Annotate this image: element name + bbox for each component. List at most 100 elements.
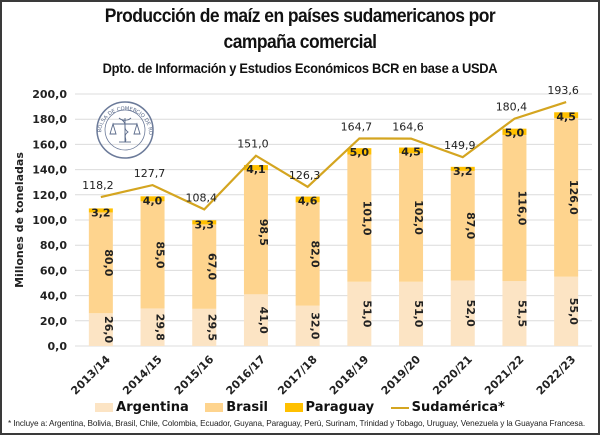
bar-value-label: 98,5	[257, 219, 270, 246]
bar-paraguay	[502, 128, 527, 135]
bar-argentina	[295, 305, 320, 346]
y-tick-label: 60,0	[40, 264, 67, 277]
bar-value-label: 5,0	[505, 127, 525, 140]
x-tick-label: 2015/16	[172, 353, 217, 398]
legend-swatch-sudamerica	[390, 406, 409, 409]
bar-brasil	[140, 201, 165, 309]
y-tick-label: 140,0	[32, 164, 67, 177]
line-value-label: 151,0	[237, 138, 269, 151]
x-tick-label: 2013/14	[68, 353, 113, 398]
bar-paraguay	[140, 196, 165, 202]
bar-argentina	[554, 276, 579, 346]
bar-value-label: 3,2	[453, 165, 473, 178]
bar-value-label: 32,0	[309, 312, 322, 339]
line-value-label: 149,9	[444, 139, 476, 152]
bar-value-label: 82,0	[309, 240, 322, 267]
y-tick-label: 20,0	[40, 315, 67, 328]
bar-value-label: 51,0	[360, 300, 373, 327]
line-value-label: 164,7	[341, 120, 373, 133]
bar-value-label: 51,0	[412, 300, 425, 327]
bar-value-label: 4,6	[298, 195, 318, 208]
bar-paraguay	[88, 208, 113, 213]
x-axis-ticks: 2013/14 2014/15 2015/16 2016/17 2017/18 2018/…	[68, 353, 578, 398]
bar-argentina	[88, 313, 113, 346]
footnote: * Incluye a: Argentina, Bolivia, Brasil,…	[8, 419, 586, 428]
bar-value-label: 101,0	[360, 201, 373, 236]
legend-item-paraguay: Paraguay	[284, 400, 374, 415]
y-axis-label: Millones de toneladas	[13, 152, 26, 288]
legend-swatch-argentina	[95, 403, 114, 412]
bar-value-label: 67,0	[205, 253, 218, 280]
bar-value-label: 4,0	[143, 194, 163, 207]
bar-argentina	[243, 294, 268, 346]
legend-item-argentina: Argentina	[95, 400, 189, 415]
bar-paraguay	[554, 112, 579, 118]
bar-paraguay	[243, 165, 268, 171]
bar-series	[88, 112, 579, 346]
y-tick-label: 100,0	[32, 214, 67, 227]
bar-brasil	[399, 153, 424, 282]
bar-argentina	[347, 281, 372, 346]
bar-brasil	[347, 154, 372, 282]
bar-brasil	[192, 224, 217, 309]
legend-label-brasil: Brasil	[226, 400, 269, 415]
chart-title-line-1: Producción de maíz en países sudamerican…	[104, 6, 496, 27]
legend-item-brasil: Brasil	[205, 400, 268, 415]
scales-caduceus-icon	[109, 117, 141, 143]
x-tick-label: 2016/17	[224, 353, 269, 398]
bar-brasil	[450, 170, 475, 281]
bar-value-label: 4,5	[556, 110, 576, 123]
x-tick-label: 2019/20	[379, 353, 424, 398]
line-value-label: 164,6	[392, 121, 424, 134]
y-tick-label: 160,0	[32, 138, 67, 151]
legend-label-argentina: Argentina	[116, 400, 189, 415]
line-series: 118,2 127,7 108,4 151,0 126,3 164,7 164,6 149,9…	[82, 84, 579, 211]
bar-value-label: 87,0	[464, 212, 477, 239]
bar-brasil	[554, 117, 579, 277]
y-tick-label: 200,0	[32, 88, 67, 101]
bar-paraguay	[347, 148, 372, 155]
legend-label-sudamerica: Sudamérica*	[411, 400, 505, 415]
x-tick-label: 2021/22	[482, 353, 527, 398]
bar-value-label: 102,0	[412, 200, 425, 235]
bar-value-label: 3,2	[91, 206, 111, 219]
legend-swatch-paraguay	[284, 403, 303, 412]
bar-value-label: 41,0	[257, 307, 270, 334]
logo-outer-ring	[96, 101, 154, 159]
bar-paraguay	[450, 166, 475, 171]
bar-value-label: 29,8	[154, 314, 167, 341]
line-value-label: 126,3	[289, 169, 321, 182]
line-value-label: 127,7	[134, 167, 166, 180]
line-sudamerica	[100, 101, 567, 211]
y-tick-label: 40,0	[40, 290, 67, 303]
chart-title-line-2: campaña comercial	[223, 32, 377, 53]
bar-argentina	[140, 308, 165, 346]
x-tick-label: 2018/19	[327, 353, 372, 398]
x-tick-label: 2020/21	[430, 353, 475, 398]
bar-value-label: 80,0	[102, 249, 115, 276]
legend-swatch-brasil	[205, 403, 224, 412]
chart-subtitle: Dpto. de Información y Estudios Económic…	[102, 60, 498, 76]
y-tick-label: 80,0	[40, 239, 67, 252]
bar-value-label: 4,5	[401, 146, 421, 159]
bar-value-label: 52,0	[464, 300, 477, 327]
bar-brasil	[243, 170, 268, 295]
logo-inner-ring	[104, 109, 146, 151]
bar-value-label: 4,1	[246, 163, 266, 176]
x-tick-label: 2014/15	[120, 353, 165, 398]
bar-value-label: 55,0	[567, 298, 580, 325]
bcr-logo-watermark: BOLSA DE COMERCIO DE ROSARIO	[96, 101, 154, 159]
bar-value-label: 85,0	[154, 241, 167, 268]
y-axis-ticks: 0,0 20,0 40,0 60,0 80,0 100,0 120,0 140,0 160,0 1…	[32, 88, 67, 353]
bar-value-label: 126,0	[567, 180, 580, 215]
segment-labels: 26,0 80,0 3,2 29,8 85,0 4,0 29,5 67,0 3,3 41,0 98,…	[91, 110, 580, 343]
bar-brasil	[295, 202, 320, 306]
bar-paraguay	[295, 196, 320, 203]
bar-value-label: 51,5	[515, 300, 528, 327]
legend-item-sudamerica: Sudamérica*	[390, 400, 505, 415]
line-value-label: 118,2	[82, 179, 114, 192]
y-tick-label: 120,0	[32, 189, 67, 202]
x-tick-label: 2022/23	[534, 353, 579, 398]
bar-argentina	[450, 280, 475, 346]
